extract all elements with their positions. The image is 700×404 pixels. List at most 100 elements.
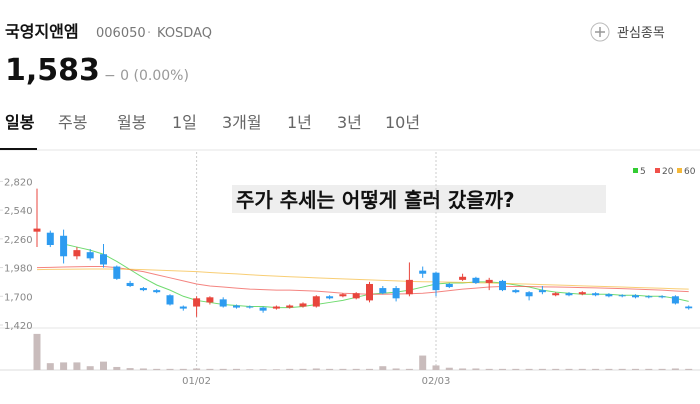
legend-swatch (633, 168, 638, 173)
tab[interactable]: 1일 (172, 113, 197, 132)
volume-bar (206, 368, 214, 370)
volume-bar (60, 362, 68, 370)
y-tick-label: 1,420 (4, 321, 33, 332)
candle-body (219, 299, 227, 307)
candle-body (113, 266, 121, 279)
candle-body (286, 305, 294, 308)
volume-bar (233, 368, 240, 370)
volume-bar (299, 368, 307, 370)
candle-body (485, 279, 493, 283)
plus-sign (595, 27, 605, 37)
volume-bar (605, 368, 613, 370)
candle-body (671, 296, 679, 304)
candle-body (685, 306, 693, 309)
candle-body (193, 298, 201, 307)
volume-bar (166, 368, 174, 370)
volume-bar (512, 368, 520, 370)
stock-code: 006050 (96, 26, 146, 41)
active-tab-underline (0, 148, 37, 150)
volume-bar (153, 368, 161, 370)
tab[interactable]: 1년 (287, 113, 312, 132)
candle-body (552, 293, 560, 296)
y-tick-label: 2,820 (4, 177, 33, 188)
volume-bar (392, 368, 400, 370)
market: KOSDAQ (157, 26, 212, 41)
volume-bar (538, 368, 546, 370)
volume-bar (312, 368, 320, 370)
volume-bar (472, 368, 480, 370)
candle-body (352, 293, 360, 299)
candle-body (499, 280, 506, 291)
volume-bar (552, 368, 560, 370)
annotation: 주가 추세는 어떻게 흘러 갔을까? (236, 188, 515, 212)
candle-body (366, 283, 373, 301)
candle-body (432, 272, 440, 291)
candle-body (272, 306, 280, 309)
volume-bar (339, 368, 347, 370)
candle-body (179, 306, 187, 309)
candle-body (658, 296, 666, 298)
volume-bar (432, 365, 440, 370)
volume-bar (419, 355, 427, 370)
candle-body (73, 250, 81, 257)
tab[interactable]: 3개월 (222, 113, 262, 132)
y-tick-label: 2,260 (4, 235, 33, 246)
candle-body (86, 252, 94, 259)
volume-bar (499, 368, 506, 370)
y-tick-label: 1,980 (4, 264, 33, 275)
volume-bar (578, 368, 586, 370)
watch-button[interactable]: 관심종목 (590, 22, 665, 42)
candle-body (126, 282, 134, 287)
candle-body (312, 296, 320, 307)
candle-body (233, 305, 240, 308)
volume-bar (658, 368, 666, 370)
volume-bar (592, 368, 600, 370)
volume-bar (645, 368, 653, 370)
candle-body (259, 307, 267, 311)
legend-swatch (677, 168, 682, 173)
tab[interactable]: 10년 (385, 113, 420, 132)
moving-average-line (36, 266, 689, 295)
candle-body (100, 254, 107, 265)
tab[interactable]: 3년 (337, 113, 362, 132)
volume-bar (525, 368, 533, 370)
annotation-bg (232, 185, 606, 213)
stock-name: 국영지앤엠 (5, 22, 79, 41)
candle-body (618, 295, 626, 297)
y-tick-label: 1,700 (4, 292, 33, 303)
candle-body (632, 295, 639, 298)
candle-body (60, 235, 68, 257)
volume-bar (246, 369, 254, 370)
volume-bar (405, 368, 413, 370)
volume-bar (366, 368, 373, 370)
moving-average-line (36, 268, 689, 290)
candle-body (605, 294, 613, 297)
volume-bar (73, 362, 81, 370)
price: 1,583 (5, 53, 100, 88)
candle-body (139, 288, 147, 291)
plus-icon (590, 22, 610, 42)
candle-body (459, 276, 467, 280)
volume-bar (100, 361, 107, 370)
candle-body (46, 232, 54, 245)
volume-bar (113, 366, 121, 370)
tab[interactable]: 월봉 (117, 113, 146, 132)
volume-bar (272, 369, 280, 370)
volume-bar (33, 333, 41, 370)
x-tick-label: 02/03 (422, 376, 451, 387)
volume-bar (259, 369, 267, 370)
volume-bar (379, 366, 387, 370)
tab[interactable]: 일봉 (5, 113, 35, 132)
tab[interactable]: 주봉 (58, 113, 87, 132)
legend-label: 60 (684, 167, 696, 177)
candle-body (299, 303, 307, 307)
candle-body (538, 290, 546, 293)
volume-bar (632, 368, 639, 370)
candle-body (645, 296, 653, 298)
legend-swatch (655, 168, 660, 173)
volume-bar (485, 368, 493, 370)
volume-bar (326, 368, 334, 370)
y-tick-label: 2,540 (4, 206, 33, 217)
candle-body (525, 292, 533, 297)
